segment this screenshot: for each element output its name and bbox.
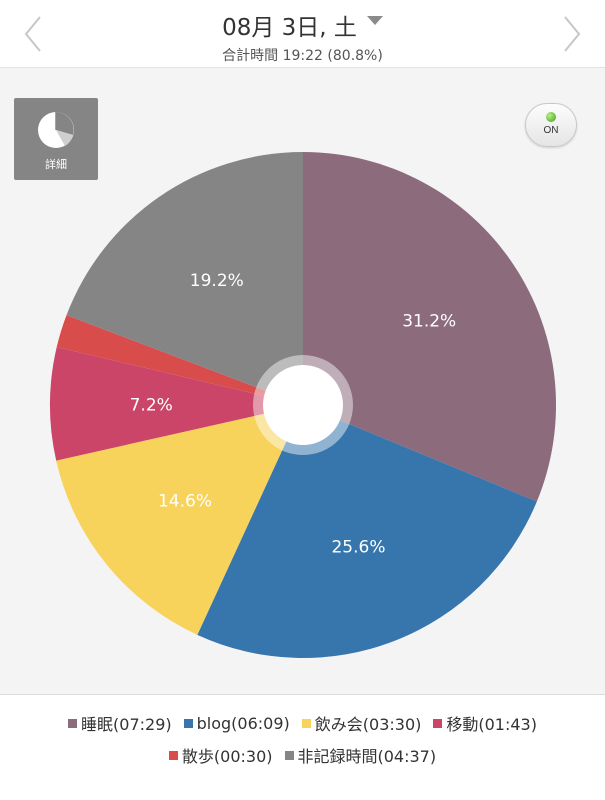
- chevron-right-icon: [564, 16, 581, 52]
- pie-chart-icon: [38, 112, 74, 148]
- next-day-button[interactable]: [557, 12, 587, 56]
- pie-slice-3[interactable]: [56, 405, 303, 635]
- slice-percent-label: 7.2%: [130, 395, 173, 415]
- legend-label: 非記録時間(04:37): [297, 747, 437, 766]
- prev-day-button[interactable]: [18, 12, 48, 56]
- legend-item: blog(06:09): [183, 713, 290, 733]
- legend-row-1: 睡眠(07:29) blog(06:09) 飲み会(03:30) 移動(01:43): [0, 711, 605, 735]
- pie-slice-5[interactable]: [56, 315, 304, 405]
- legend-label: blog(06:09): [196, 713, 290, 733]
- legend-label: 移動(01:43): [446, 715, 537, 734]
- date-header: 08月 3日, 土 合計時間 19:22 (80.8%): [0, 0, 605, 68]
- slice-percent-label: 25.6%: [331, 537, 385, 557]
- center-hole: [263, 365, 343, 445]
- legend-item: 移動(01:43): [433, 711, 537, 735]
- time-pie-chart: 31.2% 25.6% 14.6% 7.2% 19.2%: [49, 152, 557, 659]
- legend-swatch: [284, 750, 294, 760]
- legend-label: 飲み会(03:30): [314, 715, 422, 734]
- legend-swatch: [433, 718, 443, 728]
- legend-swatch: [68, 718, 78, 728]
- legend-item: 非記録時間(04:37): [284, 743, 437, 767]
- chevron-left-icon: [24, 16, 41, 52]
- total-time: 合計時間 19:22 (80.8%): [222, 48, 383, 64]
- legend-item: 散歩(00:30): [168, 743, 273, 767]
- dropdown-triangle-icon: [366, 15, 383, 25]
- detail-button[interactable]: 詳細: [14, 98, 98, 180]
- detail-button-label: 詳細: [45, 158, 67, 171]
- legend-row-2: 散歩(00:30) 非記録時間(04:37): [0, 743, 605, 767]
- legend-item: 飲み会(03:30): [301, 711, 422, 735]
- legend-label: 睡眠(07:29): [81, 715, 172, 734]
- legend-label: 散歩(00:30): [181, 747, 273, 766]
- on-toggle[interactable]: ON: [525, 103, 577, 147]
- legend: 睡眠(07:29) blog(06:09) 飲み会(03:30) 移動(01:43) …: [0, 694, 605, 800]
- slice-percent-label: 31.2%: [402, 312, 456, 332]
- toggle-label: ON: [543, 125, 559, 136]
- legend-swatch: [168, 750, 178, 760]
- date-selector[interactable]: 08月 3日, 土: [222, 8, 383, 42]
- slice-percent-label: 19.2%: [190, 271, 244, 291]
- legend-item: 睡眠(07:29): [68, 711, 172, 735]
- legend-swatch: [183, 718, 193, 728]
- pie-slice-1[interactable]: [303, 152, 557, 502]
- date-label: 08月 3日, 土: [222, 15, 357, 41]
- slice-percent-label: 14.6%: [158, 492, 212, 512]
- status-indicator-icon: [546, 112, 556, 122]
- pie-slice-4[interactable]: [49, 347, 304, 461]
- pie-slice-6[interactable]: [66, 152, 303, 405]
- pie-slice-2[interactable]: [197, 405, 537, 659]
- legend-swatch: [301, 718, 311, 728]
